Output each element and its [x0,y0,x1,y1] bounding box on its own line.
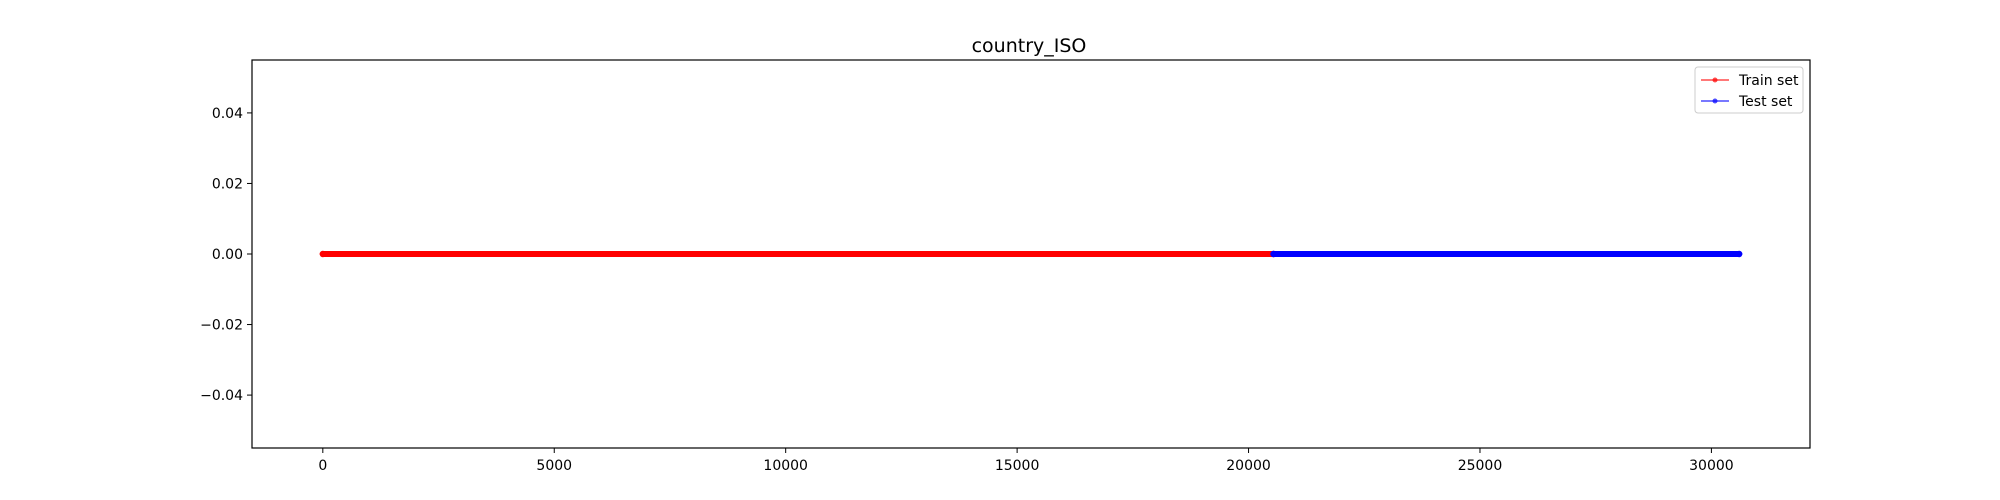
y-axis: 0.04 0.02 0.00 −0.02 −0.04 [200,106,252,404]
legend-item-0: Train set [1701,73,1799,89]
y-tick-label: 0.02 [212,176,243,192]
legend-item-1: Test set [1701,94,1793,110]
x-tick-label: 5000 [536,458,572,474]
x-tick-label: 20000 [1226,458,1271,474]
legend-swatch-marker [1712,77,1718,83]
legend-label: Train set [1738,73,1799,89]
legend: Train set Test set [1694,66,1804,114]
x-tick-label: 30000 [1689,458,1734,474]
x-axis: 0 5000 10000 15000 20000 25000 30000 [318,448,1734,474]
legend-label: Test set [1738,94,1793,110]
y-tick-label: 0.04 [212,106,243,122]
y-tick-label: 0.00 [212,247,243,263]
x-tick-label: 25000 [1458,458,1503,474]
y-tick-label: −0.02 [200,318,243,334]
series-1 [1270,250,1743,258]
chart-title: country_ISO [972,35,1087,57]
legend-swatch-marker [1712,98,1718,104]
series-0 [319,250,1277,258]
series-end-point-1 [1735,250,1743,258]
x-tick-label: 15000 [995,458,1040,474]
x-tick-label: 10000 [763,458,808,474]
y-tick-label: −0.04 [200,388,243,404]
series-start-point-0 [319,250,327,258]
series-start-point-1 [1270,250,1277,258]
x-tick-label: 0 [318,458,327,474]
series-layer [319,250,1743,258]
